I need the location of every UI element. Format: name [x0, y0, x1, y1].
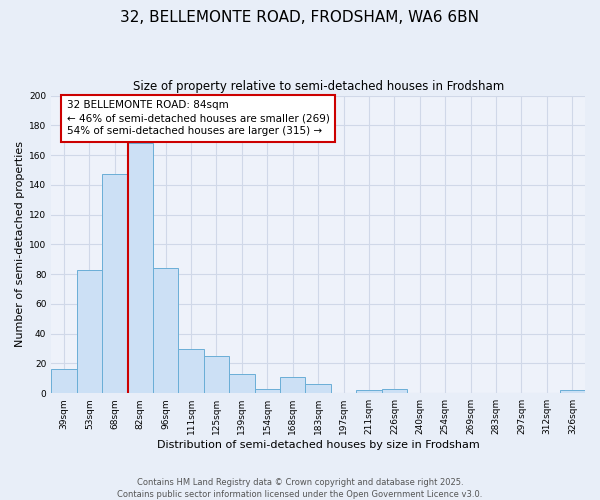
- Bar: [356, 390, 382, 393]
- X-axis label: Distribution of semi-detached houses by size in Frodsham: Distribution of semi-detached houses by …: [157, 440, 479, 450]
- Bar: [77, 270, 102, 393]
- Bar: [128, 143, 153, 393]
- Text: Contains HM Land Registry data © Crown copyright and database right 2025.
Contai: Contains HM Land Registry data © Crown c…: [118, 478, 482, 499]
- Bar: [382, 388, 407, 393]
- Bar: [153, 268, 178, 393]
- Bar: [178, 348, 204, 393]
- Title: Size of property relative to semi-detached houses in Frodsham: Size of property relative to semi-detach…: [133, 80, 504, 93]
- Bar: [102, 174, 128, 393]
- Text: 32 BELLEMONTE ROAD: 84sqm
← 46% of semi-detached houses are smaller (269)
54% of: 32 BELLEMONTE ROAD: 84sqm ← 46% of semi-…: [67, 100, 329, 136]
- Bar: [254, 388, 280, 393]
- Bar: [280, 377, 305, 393]
- Bar: [204, 356, 229, 393]
- Bar: [229, 374, 254, 393]
- Bar: [560, 390, 585, 393]
- Bar: [305, 384, 331, 393]
- Text: 32, BELLEMONTE ROAD, FRODSHAM, WA6 6BN: 32, BELLEMONTE ROAD, FRODSHAM, WA6 6BN: [121, 10, 479, 25]
- Bar: [51, 370, 77, 393]
- Y-axis label: Number of semi-detached properties: Number of semi-detached properties: [15, 142, 25, 348]
